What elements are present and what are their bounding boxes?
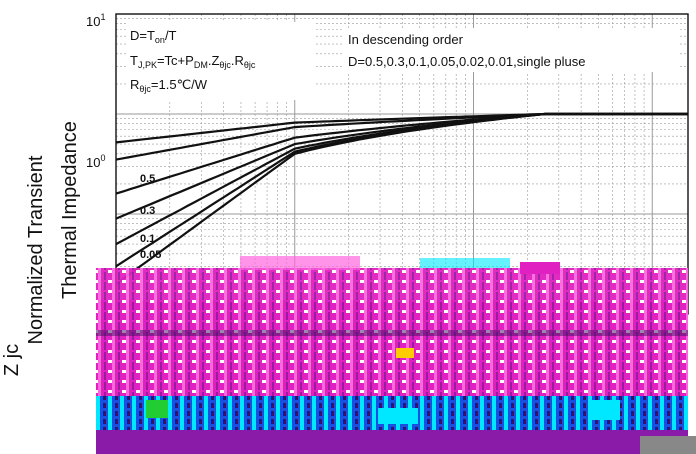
y-tick-label-1: 100	[86, 153, 105, 170]
curve-labels: 0.5 0.3 0.1 0.05	[140, 173, 161, 261]
annotation-left-box	[126, 22, 314, 100]
y-tick-label-10: 101	[86, 12, 105, 29]
y-axis-title-line-3: Z jc	[1, 344, 23, 376]
curves	[115, 112, 688, 285]
curve-label-d-0.3: 0.3	[140, 205, 155, 217]
glitch-region	[96, 256, 696, 454]
curve-d-0.3	[115, 112, 688, 161]
annotation-right-box	[344, 28, 678, 72]
annotation-duty-cycle: D=Ton/T	[130, 28, 177, 45]
annotation-peak-temperature: TJ,PK=Tc+PDM.Zθjc.Rθjc	[130, 53, 256, 70]
curve-label-d-0.1: 0.1	[140, 233, 155, 245]
curve-label-d-0.5: 0.5	[140, 173, 155, 185]
annotation-thermal-resistance: Rθjc=1.5℃/W	[130, 77, 208, 94]
curve-single-pulse	[115, 112, 688, 285]
annotation-order-note: In descending order	[348, 32, 464, 47]
curve-d-0.01	[115, 112, 688, 268]
curve-label-d-0.05: 0.05	[140, 249, 161, 261]
annotation-duty-list: D=0.5,0.3,0.1,0.05,0.02,0.01,single plus…	[348, 54, 585, 69]
y-axis-title-line-1: Normalized Transient	[25, 155, 47, 344]
y-axis-title-line-2: Thermal Impedance	[59, 121, 81, 299]
